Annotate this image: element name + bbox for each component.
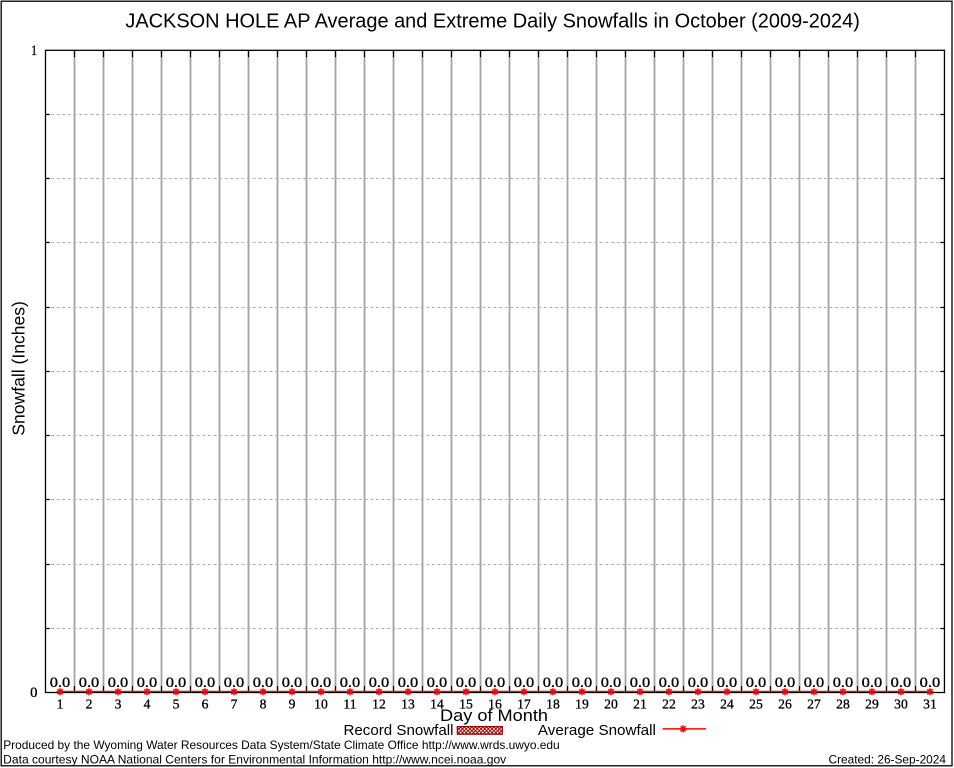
svg-text:Average Snowfall: Average Snowfall <box>538 723 656 739</box>
svg-text:1: 1 <box>31 43 37 59</box>
svg-text:14: 14 <box>430 696 444 711</box>
svg-text:6: 6 <box>202 696 209 711</box>
svg-text:0.0: 0.0 <box>543 675 564 691</box>
svg-text:0.0: 0.0 <box>601 675 622 691</box>
svg-text:0.0: 0.0 <box>920 675 941 691</box>
svg-text:Day of Month: Day of Month <box>440 707 548 725</box>
svg-text:7: 7 <box>231 696 238 711</box>
svg-text:0.0: 0.0 <box>630 675 651 691</box>
svg-text:0.0: 0.0 <box>311 675 332 691</box>
svg-text:24: 24 <box>720 696 734 711</box>
svg-text:11: 11 <box>343 696 356 711</box>
svg-text:0.0: 0.0 <box>369 675 390 691</box>
svg-text:17: 17 <box>517 696 531 711</box>
svg-text:0.0: 0.0 <box>804 675 825 691</box>
svg-text:0: 0 <box>30 685 37 701</box>
svg-text:12: 12 <box>372 696 386 711</box>
svg-text:0.0: 0.0 <box>456 675 477 691</box>
svg-text:1: 1 <box>57 696 64 711</box>
svg-text:Produced by the Wyoming Water: Produced by the Wyoming Water Resources … <box>3 738 560 752</box>
svg-text:15: 15 <box>459 696 473 711</box>
svg-text:0.0: 0.0 <box>253 675 274 691</box>
svg-text:0.0: 0.0 <box>195 675 216 691</box>
svg-text:9: 9 <box>289 696 296 711</box>
svg-text:0.0: 0.0 <box>398 675 419 691</box>
svg-text:Data courtesy NOAA National Ce: Data courtesy NOAA National Centers for … <box>3 753 506 767</box>
svg-text:0.0: 0.0 <box>659 675 680 691</box>
svg-text:22: 22 <box>662 696 676 711</box>
svg-text:0.0: 0.0 <box>427 675 448 691</box>
svg-text:Created: 26-Sep-2024: Created: 26-Sep-2024 <box>829 752 947 766</box>
svg-text:0.0: 0.0 <box>108 675 129 691</box>
svg-text:0.0: 0.0 <box>340 675 361 691</box>
svg-text:25: 25 <box>749 696 763 711</box>
svg-text:10: 10 <box>314 696 328 711</box>
svg-text:21: 21 <box>633 696 647 711</box>
svg-text:20: 20 <box>604 696 618 711</box>
svg-text:0.0: 0.0 <box>166 675 187 691</box>
svg-text:19: 19 <box>575 696 589 711</box>
svg-text:16: 16 <box>488 696 502 711</box>
svg-text:26: 26 <box>778 696 792 711</box>
svg-text:23: 23 <box>691 696 705 711</box>
svg-text:0.0: 0.0 <box>891 675 912 691</box>
svg-text:2: 2 <box>86 696 93 711</box>
svg-text:0.0: 0.0 <box>717 675 738 691</box>
svg-text:0.0: 0.0 <box>833 675 854 691</box>
svg-text:0.0: 0.0 <box>775 675 796 691</box>
svg-text:Record Snowfall: Record Snowfall <box>344 723 454 739</box>
svg-text:Snowfall (Inches): Snowfall (Inches) <box>9 301 29 436</box>
svg-text:0.0: 0.0 <box>50 675 71 691</box>
svg-text:0.0: 0.0 <box>514 675 535 691</box>
svg-text:18: 18 <box>546 696 560 711</box>
svg-text:5: 5 <box>173 696 180 711</box>
svg-text:0.0: 0.0 <box>224 675 245 691</box>
svg-text:0.0: 0.0 <box>572 675 593 691</box>
svg-text:0.0: 0.0 <box>137 675 158 691</box>
svg-text:0.0: 0.0 <box>282 675 303 691</box>
svg-text:31: 31 <box>923 696 937 711</box>
svg-text:0.0: 0.0 <box>862 675 883 691</box>
svg-text:3: 3 <box>115 696 122 711</box>
svg-text:0.0: 0.0 <box>485 675 506 691</box>
svg-text:28: 28 <box>836 696 850 711</box>
svg-text:27: 27 <box>807 696 821 711</box>
svg-text:30: 30 <box>894 696 908 711</box>
svg-text:0.0: 0.0 <box>79 675 100 691</box>
svg-text:13: 13 <box>401 696 415 711</box>
svg-text:4: 4 <box>144 696 151 711</box>
svg-text:29: 29 <box>865 696 879 711</box>
svg-text:0.0: 0.0 <box>746 675 767 691</box>
svg-text:JACKSON HOLE AP Average and Ex: JACKSON HOLE AP Average and Extreme Dail… <box>125 10 860 32</box>
svg-text:8: 8 <box>260 696 267 711</box>
svg-text:0.0: 0.0 <box>688 675 709 691</box>
